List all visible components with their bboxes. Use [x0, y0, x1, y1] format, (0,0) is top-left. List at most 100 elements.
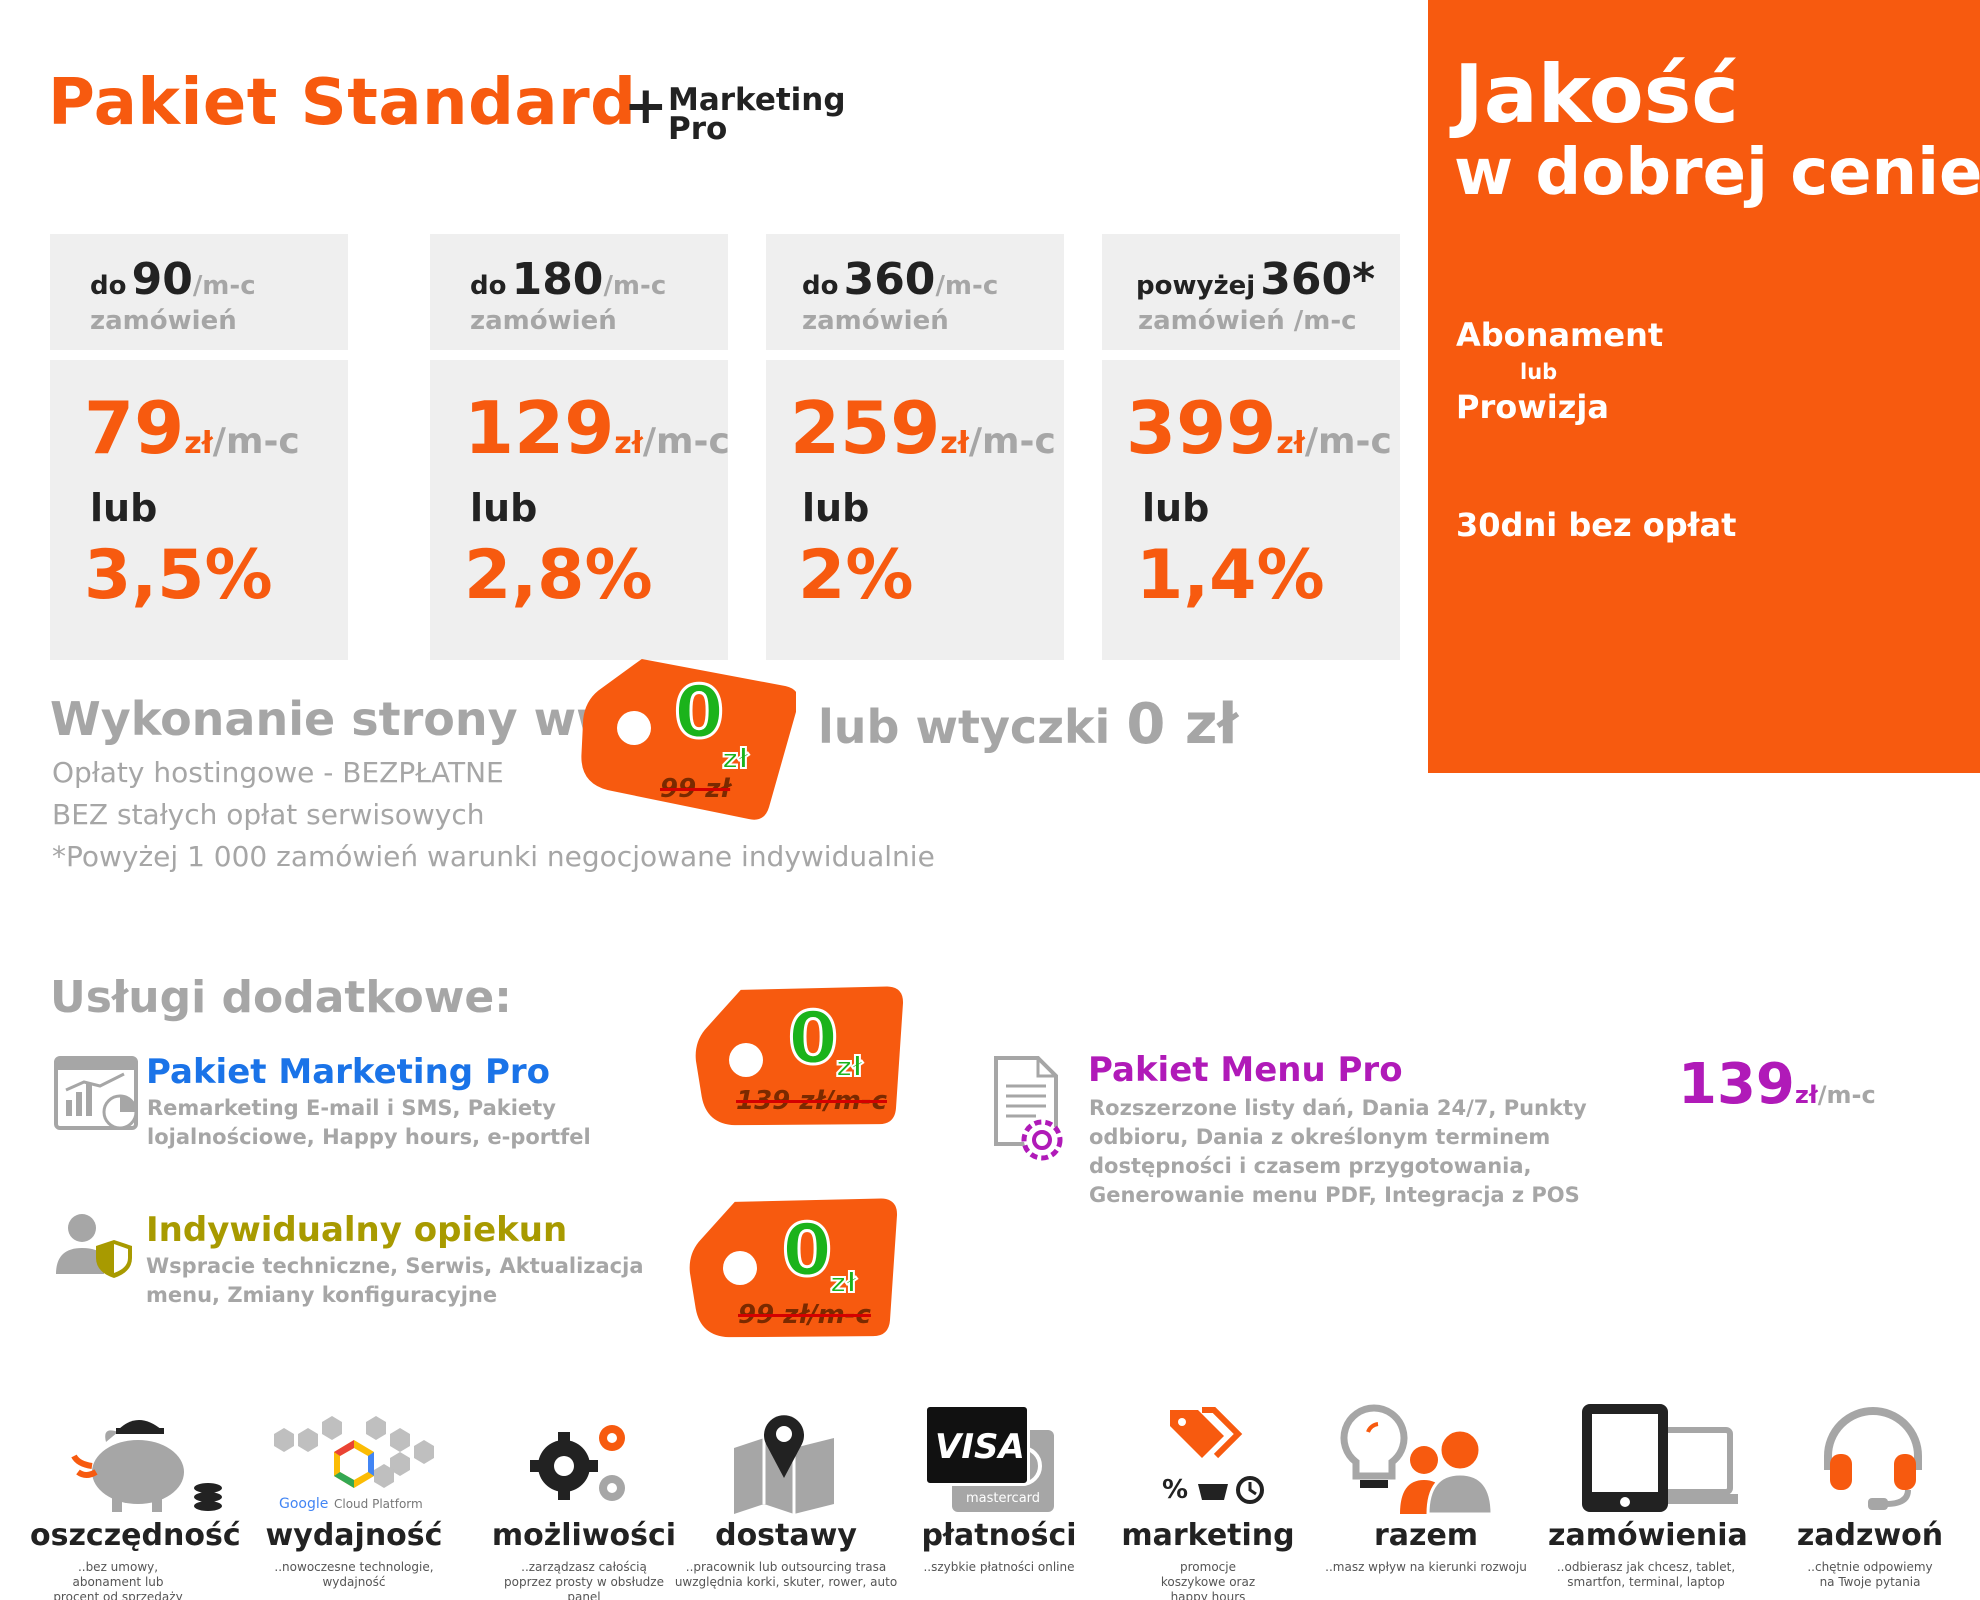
tier-or: lub	[802, 486, 870, 530]
tier-percent: 2%	[798, 536, 914, 615]
tier-body: 129zł/m-c lub 2,8%	[430, 360, 730, 660]
price-tag-marketing: 0 zł 139 zł/m-c	[690, 968, 910, 1144]
menu-price-currency: zł	[1794, 1081, 1818, 1109]
tier-count: 360	[843, 254, 936, 305]
tier-card: do 180/m-c zamówień 129zł/m-c lub 2,8%	[430, 234, 730, 660]
tier-card: powyżej 360* zamówień /m-c 399zł/m-c lub…	[1102, 234, 1400, 660]
panel-prowizja: Prowizja	[1456, 388, 1609, 426]
tier-prefix: do	[802, 271, 839, 301]
plugin-offer: lub wtyczki 0 zł	[818, 692, 1238, 757]
tier-card: do 90/m-c zamówień 79zł/m-c lub 3,5%	[50, 234, 348, 660]
tier-percent: 2,8%	[464, 536, 653, 615]
panel-headline-2: w dobrej cenie	[1454, 136, 1980, 210]
quality-panel: Jakość w dobrej cenie Abonament lub Prow…	[1428, 0, 1980, 773]
tier-header: do 180/m-c zamówień	[430, 234, 728, 350]
feature-sub: ..masz wpływ na kierunki rozwoju	[1325, 1560, 1527, 1574]
tier-label: zamówień	[802, 306, 949, 336]
tier-count: 360*	[1260, 254, 1376, 305]
tier-or: lub	[90, 486, 158, 530]
service-marketing-desc: Remarketing E-mail i SMS, Pakiety lojaln…	[147, 1096, 591, 1149]
tier-per: /m-c	[968, 421, 1056, 462]
devices-icon	[1582, 1404, 1738, 1512]
tier-label: zamówień	[470, 306, 617, 336]
feature-label: możliwości	[491, 1518, 677, 1553]
tier-price: 79	[84, 386, 185, 470]
tier-prefix: do	[90, 271, 127, 301]
tier-unit: /m-c	[603, 271, 667, 301]
tier-currency: zł	[940, 426, 969, 461]
page-title: Pakiet Standard	[48, 66, 637, 140]
plugin-offer-text: lub wtyczki	[818, 700, 1111, 754]
google-logo-text: Google	[279, 1496, 328, 1512]
svg-text:Cloud Platform: Cloud Platform	[334, 1497, 423, 1511]
tag-currency: zł	[835, 1049, 864, 1084]
tag-old-price: 139 zł/m-c	[736, 1086, 887, 1116]
tier-header: do 90/m-c zamówień	[50, 234, 348, 350]
tier-label: zamówień /m-c	[1138, 306, 1357, 336]
feature-sub: ..odbierasz jak chcesz, tablet, smartfon…	[1556, 1560, 1736, 1589]
service-opiekun-name: Indywidualny opiekun	[146, 1210, 568, 1250]
panel-abonament: Abonament	[1456, 316, 1664, 354]
note-service: BEZ stałych opłat serwisowych	[52, 798, 485, 831]
tier-body: 399zł/m-c lub 1,4%	[1102, 360, 1400, 660]
tier-price: 399	[1126, 386, 1277, 470]
tier-per: /m-c	[1304, 421, 1392, 462]
feature-sub: ..chętnie odpowiemy na Twoje pytania	[1807, 1560, 1933, 1589]
feature-label: dostawy	[715, 1518, 857, 1553]
tag-zero: 0	[780, 1207, 833, 1294]
tags-icon: %	[1162, 1407, 1264, 1505]
marketing-pro-line2: Pro	[668, 111, 728, 148]
tier-count: 180	[511, 254, 604, 305]
price-tag-icon	[581, 658, 799, 820]
visa-text: VISA	[935, 1427, 1025, 1467]
feature-sub: ..zarządzasz całością poprzez prosty w o…	[504, 1560, 664, 1600]
tier-prefix: do	[470, 271, 507, 301]
svg-text:%: %	[1162, 1475, 1188, 1505]
feature-sub: ..bez umowy, abonament lub procent od sp…	[53, 1560, 183, 1600]
idea-people-icon	[1340, 1404, 1494, 1514]
feature-label: wydajność	[265, 1518, 443, 1553]
visa-card-icon: VISA	[924, 1404, 1030, 1486]
tag-zero: 0	[672, 669, 725, 756]
tag-currency: zł	[721, 741, 750, 776]
panel-trial: 30dni bez opłat	[1456, 506, 1737, 544]
mastercard-text: mastercard	[966, 1491, 1041, 1506]
marketing-pro-label: Marketing Pro	[668, 84, 846, 148]
plugin-offer-price: 0 zł	[1126, 692, 1239, 757]
website-offer-text: Wykonanie strony www	[50, 692, 662, 746]
tier-unit: /m-c	[935, 271, 999, 301]
tier-price: 129	[464, 386, 615, 470]
tier-currency: zł	[184, 426, 213, 461]
feature-label: zamówienia	[1548, 1518, 1748, 1553]
tier-body: 79zł/m-c lub 3,5%	[50, 360, 348, 660]
tier-percent: 1,4%	[1136, 536, 1325, 615]
feature-sub: ..nowoczesne technologie, wydajność	[274, 1560, 434, 1589]
tier-body: 259zł/m-c lub 2%	[766, 360, 1064, 660]
tier-card: do 360/m-c zamówień 259zł/m-c lub 2%	[766, 234, 1064, 660]
services-title: Usługi dodatkowe:	[50, 972, 512, 1023]
menu-price-per: /m-c	[1817, 1081, 1876, 1109]
feature-label: zadzwoń	[1796, 1518, 1944, 1553]
note-hosting: Opłaty hostingowe - BEZPŁATNE	[52, 756, 504, 789]
plus-sign: +	[624, 76, 668, 136]
tier-label: zamówień	[90, 306, 237, 336]
tier-price: 259	[790, 386, 941, 470]
tag-zero: 0	[786, 995, 839, 1082]
menu-price-value: 139	[1678, 1052, 1795, 1117]
user-shield-icon	[54, 1212, 134, 1278]
map-pin-icon	[734, 1415, 834, 1514]
price-tag-icon	[695, 986, 904, 1126]
tier-header: powyżej 360* zamówień /m-c	[1102, 234, 1400, 350]
tier-currency: zł	[614, 426, 643, 461]
feature-label: oszczędność	[30, 1518, 241, 1553]
service-menu-desc: Rozszerzone listy dań, Dania 24/7, Punkt…	[1089, 1096, 1587, 1207]
price-tag-opiekun: 0 zł 99 zł/m-c	[684, 1180, 904, 1356]
feature-sub: ..pracownik lub outsourcing trasa uwzglę…	[674, 1560, 898, 1589]
panel-lub: lub	[1520, 360, 1558, 384]
gears-icon	[530, 1425, 625, 1501]
tag-old-price: 99 zł	[660, 774, 731, 804]
tag-old-price: 99 zł/m-c	[738, 1300, 871, 1330]
document-gear-icon	[990, 1054, 1070, 1166]
feature-label: płatności	[921, 1518, 1077, 1553]
headset-icon	[1824, 1407, 1922, 1510]
